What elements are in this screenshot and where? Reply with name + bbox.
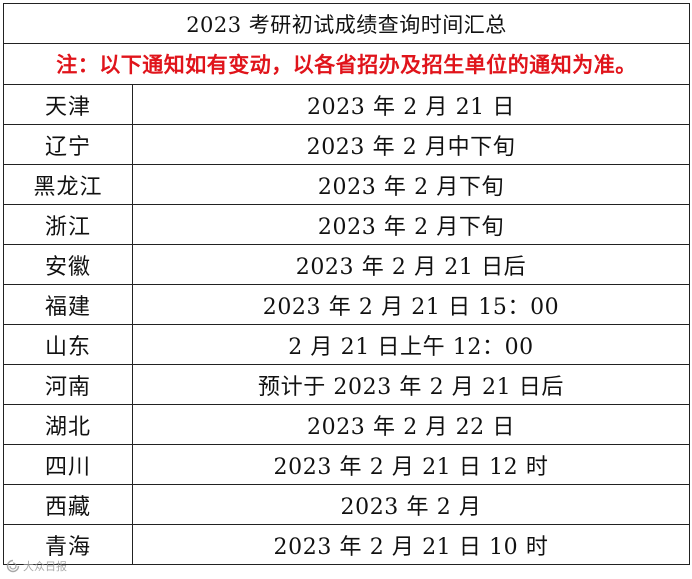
province-cell: 青海 (3, 524, 133, 565)
province-cell: 福建 (3, 284, 133, 325)
watermark-text: 大众日报 (23, 560, 67, 573)
date-cell: 2023 年 2 月中下旬 (132, 124, 690, 165)
table-row: 湖北 2023 年 2 月 22 日 (3, 404, 690, 445)
province-cell: 河南 (3, 364, 133, 405)
province-cell: 湖北 (3, 404, 133, 445)
date-cell: 2023 年 2 月 21 日 (132, 84, 690, 125)
table-row: 四川 2023 年 2 月 21 日 12 时 (3, 444, 690, 485)
table-row: 河南 预计于 2023 年 2 月 21 日后 (3, 364, 690, 405)
date-cell: 2023 年 2 月 21 日 15：00 (132, 284, 690, 325)
date-cell: 2023 年 2 月 21 日后 (132, 244, 690, 285)
date-cell: 2023 年 2 月 21 日 10 时 (132, 524, 690, 565)
date-cell: 2023 年 2 月 22 日 (132, 404, 690, 445)
province-cell: 山东 (3, 324, 133, 365)
table-title: 2023 考研初试成绩查询时间汇总 (3, 3, 690, 44)
table-notice: 注：以下通知如有变动，以各省招办及招生单位的通知为准。 (3, 43, 690, 85)
province-cell: 西藏 (3, 484, 133, 525)
date-cell: 2023 年 2 月 21 日 12 时 (132, 444, 690, 485)
table-row: 天津 2023 年 2 月 21 日 (3, 84, 690, 125)
title-row: 2023 考研初试成绩查询时间汇总 (3, 3, 690, 44)
date-cell: 预计于 2023 年 2 月 21 日后 (132, 364, 690, 405)
date-cell: 2023 年 2 月 (132, 484, 690, 525)
province-cell: 安徽 (3, 244, 133, 285)
date-cell: 2 月 21 日上午 12：00 (132, 324, 690, 365)
date-cell: 2023 年 2 月下旬 (132, 204, 690, 245)
table-row: 福建 2023 年 2 月 21 日 15：00 (3, 284, 690, 325)
province-cell: 四川 (3, 444, 133, 485)
province-cell: 浙江 (3, 204, 133, 245)
province-cell: 辽宁 (3, 124, 133, 165)
table-row: 黑龙江 2023 年 2 月下旬 (3, 164, 690, 205)
table-row: 辽宁 2023 年 2 月中下旬 (3, 124, 690, 165)
province-cell: 黑龙江 (3, 164, 133, 205)
source-watermark: 大众日报 (6, 556, 67, 576)
table-row: 山东 2 月 21 日上午 12：00 (3, 324, 690, 365)
table-row: 青海 2023 年 2 月 21 日 10 时 (3, 524, 690, 565)
table-row: 浙江 2023 年 2 月下旬 (3, 204, 690, 245)
notice-row: 注：以下通知如有变动，以各省招办及招生单位的通知为准。 (3, 43, 690, 85)
table-row: 安徽 2023 年 2 月 21 日后 (3, 244, 690, 285)
date-cell: 2023 年 2 月下旬 (132, 164, 690, 205)
table-row: 西藏 2023 年 2 月 (3, 484, 690, 525)
score-query-schedule-table: 2023 考研初试成绩查询时间汇总 注：以下通知如有变动，以各省招办及招生单位的… (3, 3, 690, 565)
province-cell: 天津 (3, 84, 133, 125)
logo-swirl-icon (6, 559, 20, 573)
